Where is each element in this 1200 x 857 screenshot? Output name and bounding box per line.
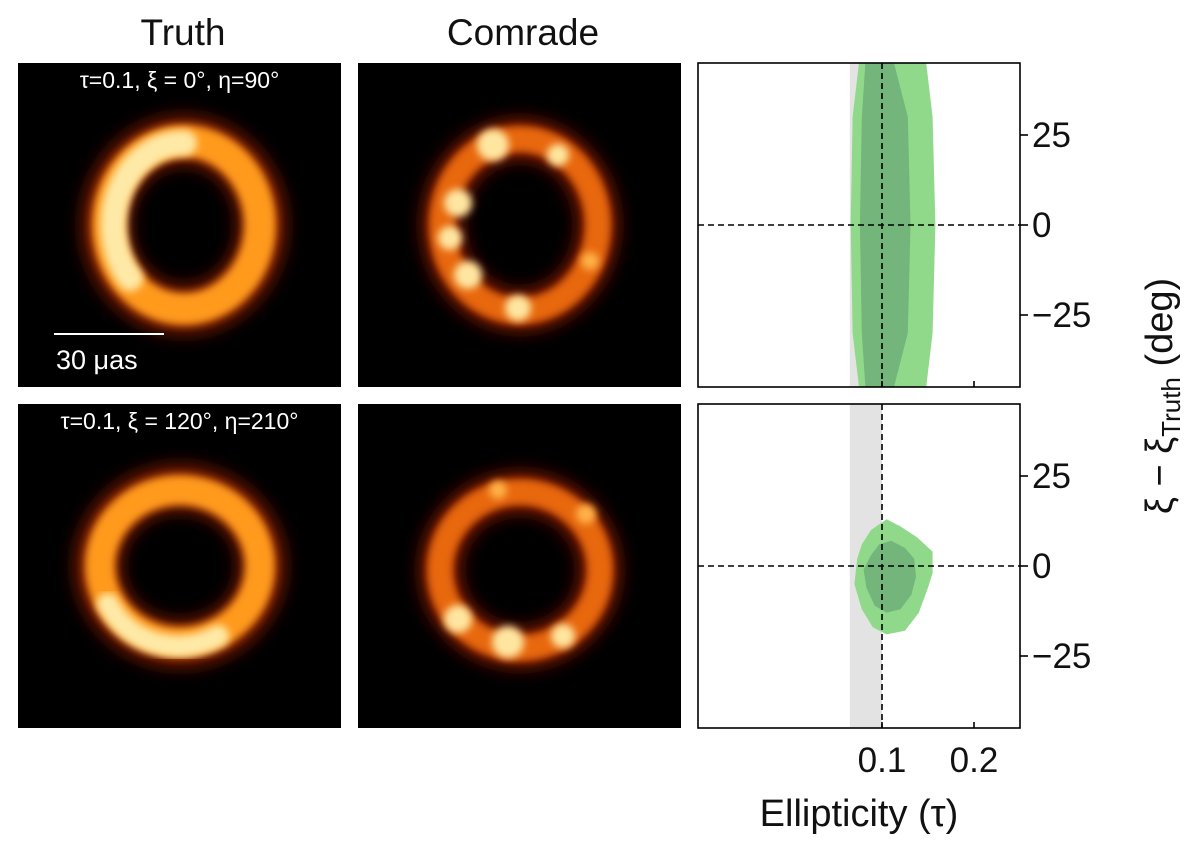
- ytick-label-1-2: −25: [1032, 637, 1091, 676]
- caption-bottom: τ=0.1, ξ = 120°, η=210°: [60, 408, 299, 434]
- truth-ring-top: [83, 117, 285, 333]
- comrade-ring-top: [422, 119, 618, 331]
- ytick-label-0-1: 0: [1032, 206, 1051, 245]
- column-title-comrade: Comrade: [446, 12, 600, 53]
- contour-inner-top: [859, 63, 911, 387]
- y-axis-label: ξ − ξTruth (deg): [1139, 278, 1186, 514]
- truth-ring-bottom: [76, 466, 284, 666]
- ytick-label-0-2: −25: [1032, 296, 1091, 335]
- truth-image-bottom: τ=0.1, ξ = 120°, η=210°: [18, 404, 341, 728]
- xtick-label-0: 0.1: [858, 741, 907, 780]
- comrade-ring-bottom: [420, 472, 620, 668]
- x-axis-label: Ellipticity (τ): [760, 793, 959, 835]
- truth-image-top: τ=0.1, ξ = 0°, η=90° 30 μas: [18, 63, 341, 387]
- ytick-label-0-0: 25: [1032, 116, 1071, 155]
- caption-top: τ=0.1, ξ = 0°, η=90°: [79, 67, 280, 93]
- xtick-label-1: 0.2: [950, 741, 999, 780]
- comrade-image-bottom: [358, 404, 681, 728]
- comrade-image-top: [358, 63, 681, 387]
- column-title-truth: Truth: [140, 12, 226, 53]
- contour-inner-bottom: [863, 540, 916, 613]
- ytick-label-1-1: 0: [1032, 547, 1051, 586]
- ytick-label-1-0: 25: [1032, 457, 1071, 496]
- scale-bar-label: 30 μas: [56, 345, 138, 375]
- scale-bar: [54, 333, 164, 335]
